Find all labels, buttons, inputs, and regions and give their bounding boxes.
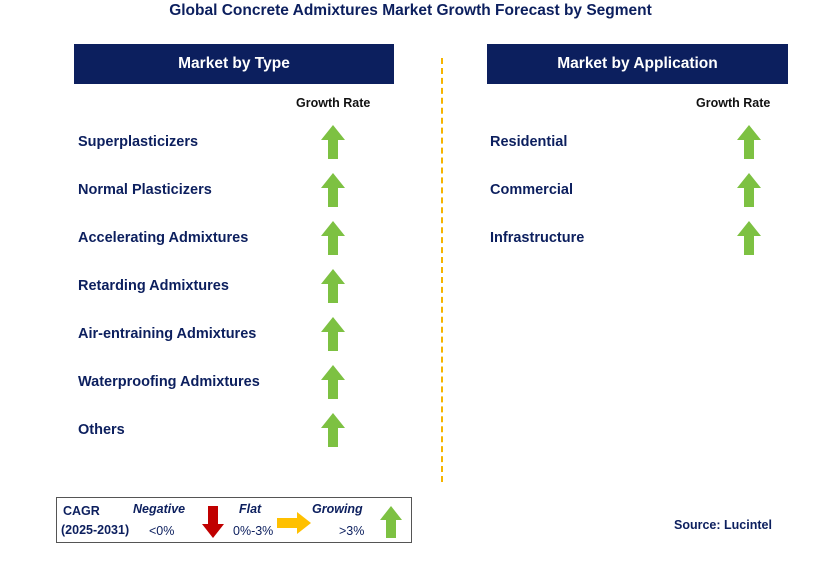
green-up-arrow-icon: [321, 173, 345, 207]
segment-label: Normal Plasticizers: [78, 182, 212, 198]
legend-growing-label: Growing: [312, 502, 363, 516]
left-growth-rate-label: Growth Rate: [296, 96, 371, 110]
green-up-arrow-icon: [321, 221, 345, 255]
green-up-arrow-icon: [321, 125, 345, 159]
orange-right-arrow-icon: [277, 512, 311, 534]
source-note: Source: Lucintel: [674, 518, 772, 532]
green-up-arrow-icon: [321, 413, 345, 447]
segment-label: Superplasticizers: [78, 134, 199, 150]
green-up-arrow-icon: [321, 365, 345, 399]
market-by-type-header: Market by Type: [74, 44, 394, 84]
green-up-arrow-icon: [737, 221, 761, 255]
page-title: Global Concrete Admixtures Market Growth…: [169, 2, 652, 19]
legend-cagr-label: CAGR: [63, 504, 100, 518]
red-down-arrow-icon: [202, 506, 224, 538]
right-growth-rate-label: Growth Rate: [696, 96, 771, 110]
segment-label: Air-entraining Admixtures: [78, 326, 257, 342]
legend-growing-range: >3%: [339, 524, 365, 538]
segment-label: Infrastructure: [490, 230, 585, 246]
segment-label: Waterproofing Admixtures: [78, 374, 260, 390]
green-up-arrow-icon: [737, 173, 761, 207]
green-up-arrow-icon: [737, 125, 761, 159]
segment-label: Retarding Admixtures: [78, 278, 229, 294]
cagr-legend: CAGR (2025-2031) Negative <0% Flat 0%-3%…: [56, 497, 412, 543]
segment-label: Residential: [490, 134, 568, 150]
green-up-arrow-icon: [321, 269, 345, 303]
legend-period: (2025-2031): [61, 523, 130, 537]
legend-flat-range: 0%-3%: [233, 524, 274, 538]
legend-negative-label: Negative: [133, 502, 186, 516]
segment-label: Commercial: [490, 182, 574, 198]
panel-divider: [441, 58, 443, 482]
green-up-arrow-icon: [380, 506, 402, 538]
green-up-arrow-icon: [321, 317, 345, 351]
segment-label: Others: [78, 422, 125, 438]
legend-negative-range: <0%: [149, 524, 175, 538]
market-by-application-header: Market by Application: [487, 44, 788, 84]
segment-label: Accelerating Admixtures: [78, 230, 249, 246]
legend-flat-label: Flat: [239, 502, 262, 516]
